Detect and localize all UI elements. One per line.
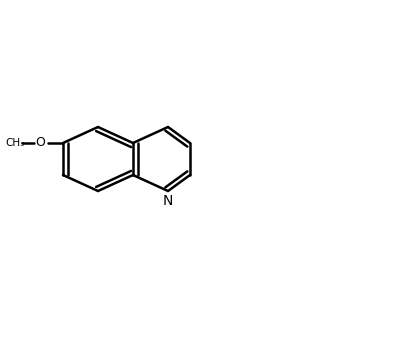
Text: CH₃: CH₃	[5, 138, 25, 148]
Text: N: N	[163, 194, 173, 208]
Text: O: O	[35, 136, 45, 149]
